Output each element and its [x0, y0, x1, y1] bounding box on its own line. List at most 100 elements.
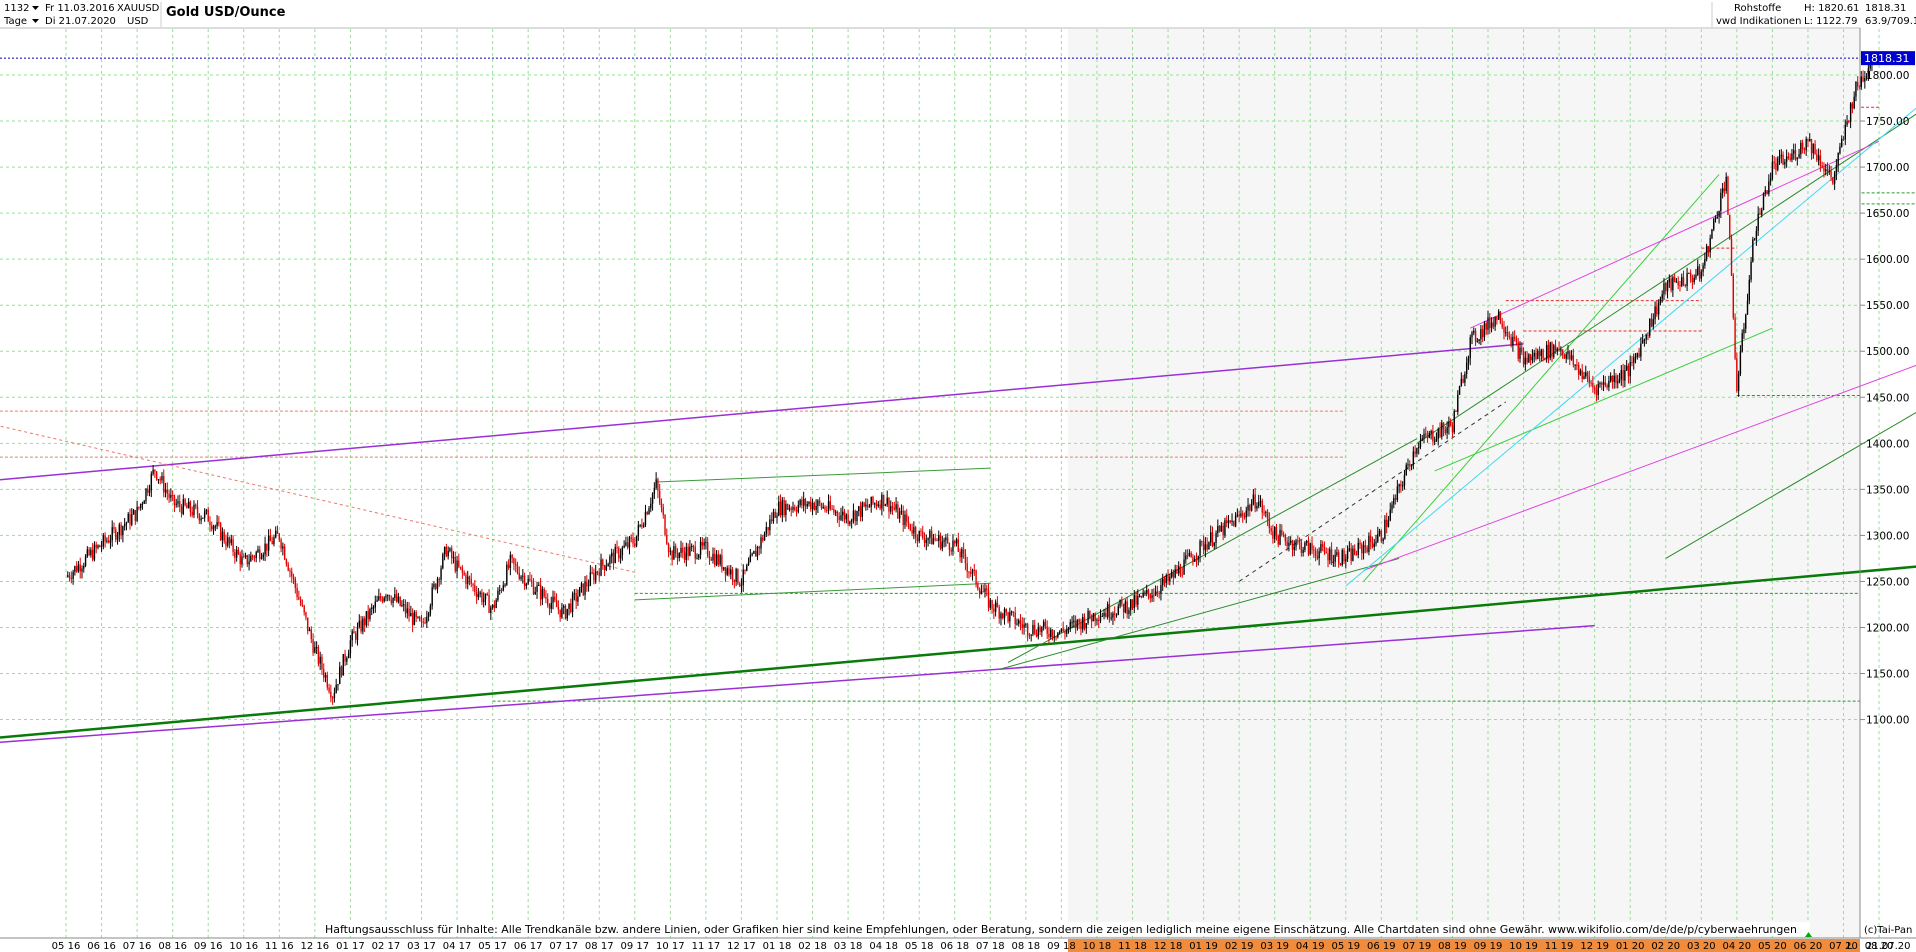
candle-body: [1401, 485, 1404, 487]
candle-body: [1343, 550, 1345, 562]
candle-body: [148, 490, 151, 493]
candle-body: [559, 609, 561, 618]
dropdown-icon[interactable]: [32, 6, 39, 10]
candle-body: [177, 501, 179, 504]
y-tick-label: 1450.00: [1866, 392, 1909, 404]
candle-body: [1115, 614, 1118, 616]
candle-body: [1039, 627, 1041, 632]
candle-body: [234, 551, 236, 558]
candle-body: [1633, 357, 1635, 363]
candle-body: [913, 527, 915, 534]
candle-body: [244, 555, 247, 557]
candle-body: [650, 503, 652, 509]
trendline: [1363, 174, 1720, 582]
candle-body: [1709, 238, 1711, 253]
candle-body: [1357, 542, 1359, 555]
candle-body: [205, 509, 208, 512]
candle-body: [826, 510, 828, 512]
disclaimer: Haftungsausschluss für Inhalte: Alle Tre…: [325, 924, 1797, 936]
candle-body: [1327, 553, 1329, 561]
candle-body: [660, 502, 663, 508]
candle-body: [493, 604, 496, 608]
candle-body: [847, 514, 849, 524]
candle-body: [214, 526, 217, 528]
candle-body: [223, 531, 225, 542]
candle-body: [1430, 430, 1432, 433]
candle-body: [1656, 306, 1658, 315]
candle-body: [626, 542, 629, 548]
x-tick-label: 09 17: [620, 941, 649, 952]
candle-body: [1076, 619, 1079, 628]
candle-body: [658, 490, 661, 503]
category: Rohstoffe: [1734, 3, 1781, 14]
candle-body: [1563, 354, 1566, 359]
candle-body: [882, 494, 885, 506]
candle-body: [417, 616, 419, 618]
candle-body: [879, 504, 881, 509]
candle-body: [193, 504, 195, 516]
candle-body: [1791, 153, 1793, 160]
candle-body: [1112, 613, 1114, 618]
candle-body: [1622, 370, 1624, 381]
candle-body: [241, 556, 243, 565]
candle-body: [1229, 520, 1231, 522]
candle-body: [1130, 599, 1132, 611]
candle-body: [1595, 389, 1598, 395]
candle-body: [1449, 421, 1452, 426]
candle-body: [454, 557, 456, 572]
candle-body: [484, 593, 487, 600]
candle-body: [326, 674, 328, 688]
candle-body: [1018, 620, 1020, 624]
candle-body: [1066, 629, 1068, 634]
candle-body: [344, 654, 346, 662]
candle-body: [280, 539, 282, 549]
candle-body: [1741, 333, 1743, 352]
scale-mode[interactable]: L: [1847, 941, 1853, 952]
candle-body: [1448, 421, 1450, 428]
candle-body: [1723, 188, 1726, 191]
dropdown-icon[interactable]: [32, 19, 39, 23]
candle-body: [1122, 603, 1125, 613]
candle-body: [1025, 624, 1027, 626]
candle-body: [991, 600, 993, 609]
candle-body: [1801, 142, 1804, 150]
period-select[interactable]: Tage: [3, 16, 27, 27]
candle-body: [538, 584, 540, 586]
candle-body: [1627, 365, 1630, 377]
candle-body: [106, 540, 108, 542]
candle-body: [1272, 531, 1274, 539]
candle-body: [1350, 548, 1352, 561]
candle-body: [628, 537, 631, 548]
candle-body: [86, 549, 89, 557]
candle-body: [989, 600, 991, 608]
x-tick-label: 01 18: [763, 941, 792, 952]
candle-body: [689, 546, 691, 556]
candle-body: [283, 546, 286, 560]
candle-body: [399, 596, 401, 606]
candle-body: [203, 511, 206, 518]
candle-body: [1457, 394, 1459, 412]
candle-body: [379, 596, 382, 599]
candle-body: [550, 602, 552, 609]
candle-body: [840, 515, 842, 520]
candle-body: [1784, 161, 1786, 165]
candle-body: [1067, 627, 1070, 630]
candle-body: [1490, 322, 1493, 329]
trendlines: [0, 107, 1916, 743]
candle-body: [930, 530, 933, 545]
candle-body: [125, 522, 128, 525]
symbol: XAUUSD: [117, 3, 160, 14]
candle-body: [946, 537, 949, 544]
candle-body: [1745, 314, 1747, 329]
candle-body: [403, 604, 405, 606]
candle-body: [938, 535, 940, 541]
candle-body: [419, 616, 421, 621]
x-tick-label: 11 17: [692, 941, 721, 952]
candle-body: [72, 571, 74, 579]
candle-body: [1569, 351, 1571, 360]
candle-body: [1133, 595, 1135, 608]
candle-body: [134, 510, 137, 521]
candle-body: [721, 555, 723, 570]
candle-body: [136, 506, 138, 521]
candle-body: [1142, 592, 1144, 598]
